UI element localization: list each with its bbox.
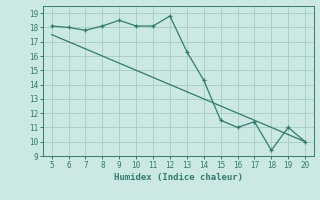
X-axis label: Humidex (Indice chaleur): Humidex (Indice chaleur) xyxy=(114,173,243,182)
